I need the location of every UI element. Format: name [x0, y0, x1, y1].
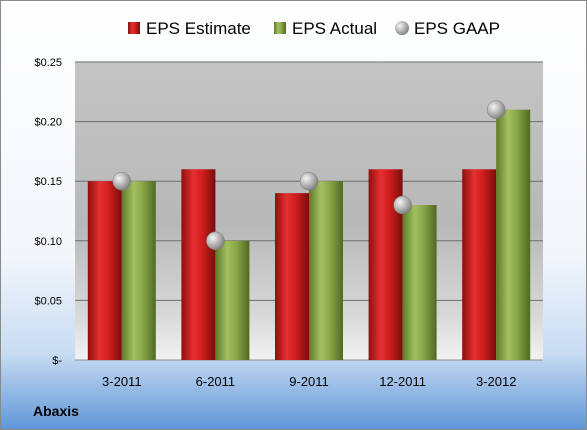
x-axis-category-labels: 3-2011 6-2011 9-2011 12-2011 3-2012: [102, 374, 516, 389]
legend-label-gaap: EPS GAAP: [414, 19, 500, 38]
y-tick-label: $-: [52, 355, 62, 367]
x-category-label: 3-2011: [102, 374, 142, 389]
y-tick-label: $0.25: [34, 57, 62, 69]
marker-eps-gaap: [112, 171, 132, 191]
bar-eps-actual: [121, 181, 156, 360]
legend-swatch-estimate: [128, 22, 140, 34]
marker-eps-gaap: [393, 195, 412, 215]
x-category-label: 6-2011: [196, 374, 236, 389]
bar-eps-estimate: [87, 181, 122, 360]
legend-item-eps-actual: EPS Actual: [274, 19, 377, 38]
legend-label-actual: EPS Actual: [292, 19, 377, 38]
gaap-markers: [112, 100, 506, 251]
bar-eps-estimate: [275, 193, 309, 360]
marker-eps-gaap: [486, 100, 506, 119]
legend-swatch-actual: [274, 22, 286, 34]
bar-eps-estimate: [181, 169, 216, 360]
marker-eps-gaap: [206, 231, 225, 251]
legend-item-eps-gaap: EPS GAAP: [395, 19, 500, 38]
y-tick-label: $0.20: [34, 117, 62, 129]
bar-eps-actual: [496, 109, 531, 361]
bar-eps-actual: [309, 181, 343, 360]
legend-label-estimate: EPS Estimate: [146, 19, 251, 38]
bar-eps-actual: [215, 240, 250, 360]
y-tick-label: $0.05: [34, 295, 62, 307]
y-axis-tick-labels: $- $0.05 $0.10 $0.15 $0.20 $0.25: [34, 57, 62, 367]
x-category-label: 12-2011: [379, 374, 426, 389]
legend-item-eps-estimate: EPS Estimate: [128, 19, 251, 38]
y-tick-label: $0.10: [34, 236, 62, 248]
bar-eps-estimate: [462, 169, 497, 360]
legend: EPS Estimate EPS Actual EPS GAAP: [128, 19, 500, 38]
legend-swatch-gaap: [395, 21, 409, 35]
bars: [87, 109, 531, 361]
company-name: Abaxis: [33, 403, 79, 419]
x-category-label: 3-2012: [476, 374, 516, 389]
bar-eps-actual: [402, 205, 437, 360]
marker-eps-gaap: [299, 171, 319, 191]
x-category-label: 9-2011: [289, 374, 329, 389]
y-tick-label: $0.15: [34, 176, 62, 188]
